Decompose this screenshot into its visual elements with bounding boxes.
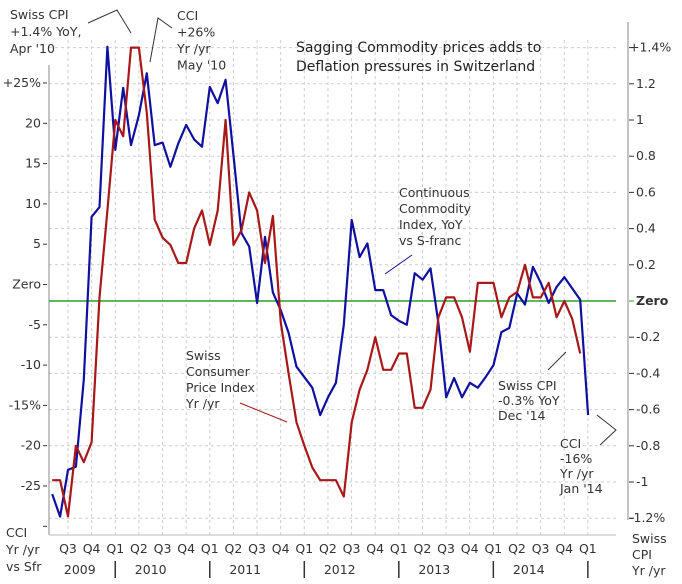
annotation-cpi-peak: +1.4% YoY,	[10, 24, 81, 39]
quarter-label: Q1	[579, 541, 597, 556]
annotation-cpi-latest: Dec '14	[498, 408, 546, 423]
annotation-cpi-latest: -0.3% YoY	[498, 393, 560, 408]
leader-line-cci-peak	[149, 17, 173, 63]
leader-line-cpi-latest	[547, 351, 567, 371]
left-tick-label: -25	[21, 478, 41, 493]
annotation-cci-peak: May '10	[177, 58, 226, 73]
right-axis-title: CPI	[632, 547, 652, 562]
axes: +25% 20 15 10 5 Zero -5 -10 -15% -20 -25 +1.4% 1.2 1 0…	[3, 22, 671, 578]
annotation-cci-peak: +26%	[177, 25, 215, 40]
left-axis-title: CCI	[6, 525, 27, 540]
left-tick-label: Zero	[12, 277, 41, 292]
quarter-label: Q3	[248, 541, 266, 556]
quarter-label: Q3	[154, 541, 172, 556]
quarter-label: Q1	[390, 541, 408, 556]
left-tick-label: 15	[25, 156, 41, 171]
quarter-label: Q2	[508, 541, 526, 556]
quarter-label: Q1	[295, 541, 313, 556]
annotation-cci-latest: Jan '14	[559, 481, 603, 496]
right-tick-label: 1	[636, 112, 644, 127]
left-tick-label: -20	[21, 438, 41, 453]
quarter-label: Q2	[130, 541, 148, 556]
left-tick-label: +25%	[3, 75, 41, 90]
quarter-label: Q3	[437, 541, 455, 556]
right-tick-label: -0.4	[636, 365, 660, 380]
annotation-cpi-label: Consumer	[186, 364, 251, 379]
quarter-label: Q4	[461, 541, 479, 556]
annotation-cci-label: Continuous	[399, 185, 470, 200]
quarter-label: Q1	[106, 541, 124, 556]
right-axis-title: Yr /yr	[631, 563, 666, 578]
series-lines	[51, 45, 590, 518]
annotation-cci-latest: CCI	[560, 436, 581, 451]
right-tick-label: 0.2	[636, 257, 656, 272]
left-axis-title: Yr /yr	[5, 542, 40, 557]
annotation-cpi-latest: Swiss CPI	[498, 378, 557, 393]
annotations: Sagging Commodity prices adds to Deflatio…	[10, 7, 617, 496]
quarter-label: Q1	[484, 541, 502, 556]
leader-line-cpi-label	[239, 402, 288, 423]
year-label: 2012	[324, 562, 356, 577]
quarter-label: Q4	[177, 541, 195, 556]
right-tick-label: -0.8	[636, 438, 660, 453]
chart-title: Deflation pressures in Switzerland	[296, 59, 535, 75]
left-axis-title: vs Sfr	[6, 559, 42, 574]
right-tick-label: -1.2%	[629, 510, 665, 525]
right-tick-label: -0.6	[636, 402, 660, 417]
annotation-cci-label: vs S-franc	[399, 233, 461, 248]
annotation-cpi-peak: Swiss CPI	[10, 7, 69, 22]
right-tick-label: -0.2	[636, 329, 660, 344]
quarter-label: Q4	[366, 541, 384, 556]
annotation-cci-peak: CCI	[177, 8, 198, 23]
annotation-cci-peak: Yr /yr	[176, 41, 211, 56]
leader-line-cpi-peak	[87, 9, 132, 34]
right-tick-label: Zero	[636, 293, 669, 308]
annotation-cpi-label: Swiss	[186, 348, 221, 363]
quarter-label: Q3	[532, 541, 550, 556]
right-tick-label: 0.8	[636, 148, 656, 163]
year-label: 2010	[135, 562, 167, 577]
left-tick-label: 5	[33, 236, 41, 251]
left-tick-label: -5	[29, 317, 41, 332]
quarter-label: Q3	[59, 541, 77, 556]
quarter-label: Q1	[201, 541, 219, 556]
quarter-label: Q2	[225, 541, 243, 556]
year-label: 2013	[418, 562, 450, 577]
leader-line-cci-latest	[596, 414, 617, 446]
quarter-label: Q2	[319, 541, 337, 556]
right-axis-title: Swiss	[632, 531, 667, 546]
year-label: 2009	[64, 562, 96, 577]
right-tick-label: 1.2	[636, 76, 656, 91]
quarter-label: Q4	[83, 541, 101, 556]
annotation-cci-label: Index, YoY	[399, 217, 463, 232]
cpi-series-line	[52, 46, 582, 518]
annotation-cci-label: Commodity	[399, 201, 472, 216]
right-tick-label: 0.6	[636, 184, 656, 199]
annotation-cpi-label: Price Index	[186, 380, 255, 395]
left-tick-label: -15%	[9, 397, 41, 412]
right-tick-label: 0.4	[636, 221, 656, 236]
left-tick-label: -10	[21, 357, 41, 372]
year-label: 2014	[513, 562, 545, 577]
annotation-cci-latest: Yr /yr	[559, 466, 594, 481]
leader-line-cci-label	[384, 254, 413, 275]
chart-title: Sagging Commodity prices adds to	[296, 40, 541, 56]
right-tick-label: +1.4%	[629, 40, 671, 55]
annotation-cpi-label: Yr /yr	[185, 396, 220, 411]
quarter-label: Q4	[272, 541, 290, 556]
annotation-cpi-peak: Apr '10	[10, 41, 55, 56]
quarter-label: Q2	[414, 541, 432, 556]
annotation-cci-latest: -16%	[560, 451, 592, 466]
right-tick-label: -1	[636, 474, 648, 489]
left-tick-label: 20	[25, 115, 41, 130]
quarter-label: Q3	[343, 541, 361, 556]
left-tick-label: 10	[25, 196, 41, 211]
cci-series-line	[51, 45, 590, 518]
year-label: 2011	[229, 562, 261, 577]
quarter-label: Q4	[555, 541, 573, 556]
